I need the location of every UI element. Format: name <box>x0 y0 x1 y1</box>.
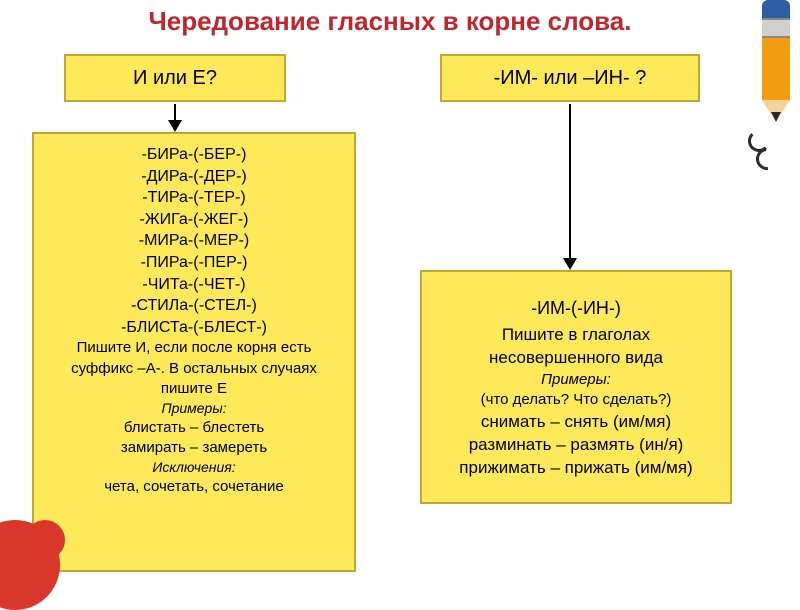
right-example: разминать – размять (ин/я) <box>434 434 718 457</box>
left-example: блистать – блестеть <box>46 418 342 438</box>
left-exception: чета, сочетать, сочетание <box>46 477 342 497</box>
arrow-stem-right <box>569 104 571 258</box>
left-examples-label: Примеры: <box>46 399 342 418</box>
right-heading: -ИМ-(-ИН-) <box>434 296 718 320</box>
right-rule-line: Пишите в глаголах <box>434 324 718 347</box>
left-header-box: И или Е? <box>64 54 286 102</box>
left-rule-line: Пишите И, если после корня есть <box>46 338 342 358</box>
arrow-head-left <box>168 120 182 132</box>
right-header-box: -ИМ- или –ИН- ? <box>440 54 700 102</box>
right-rule-line: несовершенного вида <box>434 347 718 370</box>
left-root-item: -ТИРа-(-ТЕР-) <box>46 187 342 209</box>
arrow-stem-left <box>174 104 176 120</box>
left-root-item: -БИРа-(-БЕР-) <box>46 144 342 166</box>
left-root-item: -СТИЛа-(-СТЕЛ-) <box>46 295 342 317</box>
left-rule-line: суффикс –А-. В остальных случаях <box>46 359 342 379</box>
left-root-item: -ЧИТа-(-ЧЕТ-) <box>46 274 342 296</box>
right-body-box: -ИМ-(-ИН-) Пишите в глаголах несовершенн… <box>420 270 732 504</box>
left-root-item: -БЛИСТа-(-БЛЕСТ-) <box>46 317 342 339</box>
arrow-head-right <box>563 258 577 270</box>
right-examples-label: Примеры: <box>434 370 718 390</box>
right-example: прижимать – прижать (им/мя) <box>434 457 718 480</box>
left-rule-line: пишите Е <box>46 379 342 399</box>
corner-blob-icon <box>25 520 65 560</box>
left-body-box: -БИРа-(-БЕР-)-ДИРа-(-ДЕР-)-ТИРа-(-ТЕР-)-… <box>32 132 356 572</box>
right-question: (что делать? Что сделать?) <box>434 390 718 410</box>
page-title: Чередование гласных в корне слова. <box>50 6 730 37</box>
left-root-item: -ЖИГа-(-ЖЕГ-) <box>46 209 342 231</box>
left-header-text: И или Е? <box>133 67 217 90</box>
pencil-icon <box>762 0 790 122</box>
left-example: замирать – замереть <box>46 438 342 458</box>
right-example: снимать – снять (им/мя) <box>434 411 718 434</box>
left-root-item: -ПИРа-(-ПЕР-) <box>46 252 342 274</box>
left-exceptions-label: Исключения: <box>46 458 342 477</box>
left-root-list: -БИРа-(-БЕР-)-ДИРа-(-ДЕР-)-ТИРа-(-ТЕР-)-… <box>46 144 342 338</box>
right-header-text: -ИМ- или –ИН- ? <box>494 67 647 90</box>
left-root-item: -ДИРа-(-ДЕР-) <box>46 166 342 188</box>
left-root-item: -МИРа-(-МЕР-) <box>46 230 342 252</box>
